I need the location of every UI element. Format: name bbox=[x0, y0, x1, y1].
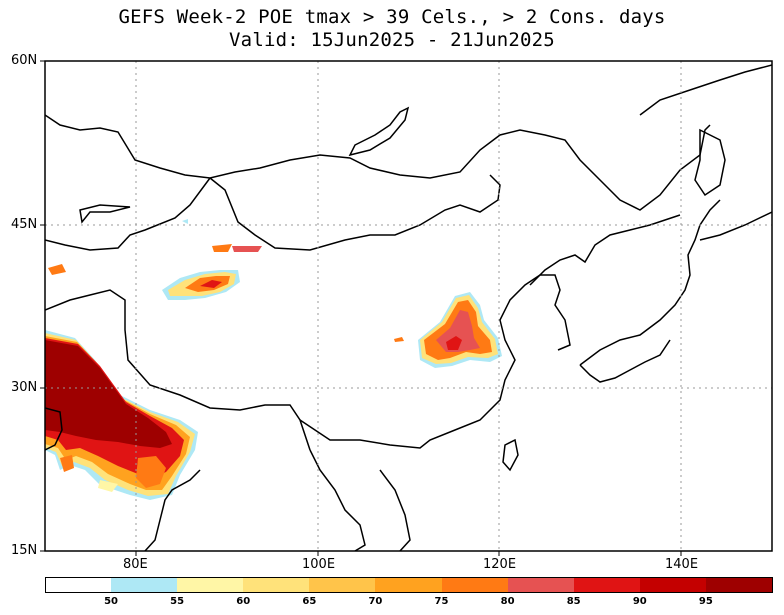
lon-label-80e: 80E bbox=[123, 557, 148, 572]
grid-lines bbox=[45, 61, 772, 551]
colorbar-label: 90 bbox=[632, 596, 647, 607]
colorbar-label: 75 bbox=[434, 596, 449, 607]
map-subtitle: Valid: 15Jun2025 - 21Jun2025 bbox=[229, 29, 555, 51]
colorbar-label: 95 bbox=[698, 596, 713, 607]
axis-ticks bbox=[40, 60, 682, 556]
colorbar-label: 80 bbox=[500, 596, 515, 607]
colorbar-swatch bbox=[309, 577, 377, 593]
lat-label-15n: 15N bbox=[11, 543, 38, 558]
colorbar-swatch bbox=[375, 577, 443, 593]
colorbar-swatch bbox=[441, 577, 509, 593]
heat-region-east-china bbox=[394, 292, 502, 368]
colorbar-swatch bbox=[705, 577, 773, 593]
colorbar-label: 55 bbox=[170, 596, 185, 607]
colorbar-swatch bbox=[507, 577, 575, 593]
colorbar-label: 65 bbox=[302, 596, 317, 607]
colorbar-swatch bbox=[111, 577, 179, 593]
lat-label-60n: 60N bbox=[11, 53, 38, 68]
map-title: GEFS Week-2 POE tmax > 39 Cels., > 2 Con… bbox=[118, 6, 666, 28]
lon-label-100e: 100E bbox=[302, 557, 336, 572]
colorbar-swatch bbox=[45, 577, 113, 593]
colorbar-label: 70 bbox=[368, 596, 383, 607]
heat-region-northwest-china bbox=[48, 219, 262, 300]
lat-label-30n: 30N bbox=[11, 380, 38, 395]
colorbar-swatch bbox=[243, 577, 311, 593]
colorbar-label: 85 bbox=[566, 596, 581, 607]
colorbar-swatch bbox=[177, 577, 245, 593]
colorbar-label: 60 bbox=[236, 596, 251, 607]
lon-label-140e: 140E bbox=[665, 557, 699, 572]
colorbar-swatch bbox=[639, 577, 707, 593]
colorbar-label: 50 bbox=[104, 596, 118, 607]
lon-label-120e: 120E bbox=[483, 557, 517, 572]
country-borders bbox=[45, 114, 711, 551]
heat-region-south-asia bbox=[45, 330, 198, 500]
lat-label-45n: 45N bbox=[11, 217, 38, 232]
colorbar-swatch bbox=[573, 577, 641, 593]
map-frame bbox=[44, 60, 773, 552]
